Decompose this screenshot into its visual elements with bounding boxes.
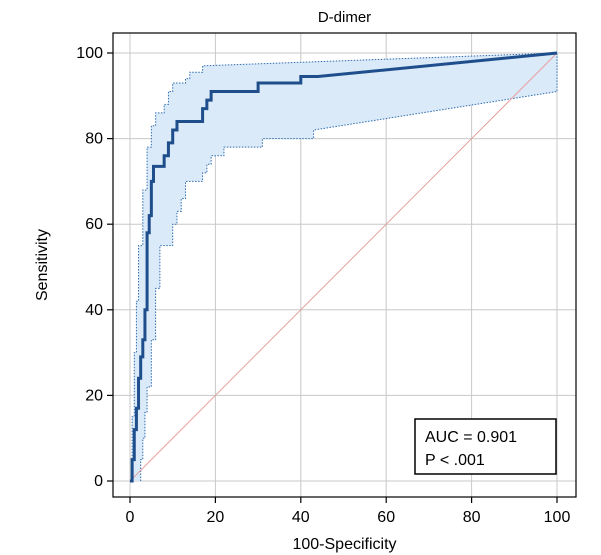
x-tick-label-100: 100 [544, 509, 571, 526]
x-axis-label: 100-Specificity [292, 536, 396, 553]
x-tick-label-40: 40 [292, 509, 310, 526]
auc-box-frame [414, 418, 557, 475]
p-value-text: P < .001 [425, 452, 485, 469]
x-tick-label-20: 20 [207, 509, 225, 526]
y-tick-label-60: 60 [85, 216, 103, 233]
y-tick-label-0: 0 [94, 473, 103, 490]
plot-frame [112, 32, 577, 498]
axis-ticks: 0 20 40 60 80 100 0 20 40 60 80 100 [76, 45, 570, 526]
auc-text: AUC = 0.901 [425, 429, 517, 446]
x-tick-label-80: 80 [463, 509, 481, 526]
y-tick-label-40: 40 [85, 302, 103, 319]
auc-annotation-box: AUC = 0.901 P < .001 [414, 418, 557, 475]
ci-upper-line [130, 52, 558, 482]
y-tick-label-80: 80 [85, 131, 103, 148]
y-tick-label-20: 20 [85, 387, 103, 404]
y-axis-label: Sensitivity [34, 229, 51, 301]
x-tick-label-60: 60 [377, 509, 395, 526]
chart-title: D-dimer [318, 9, 371, 26]
x-tick-label-0: 0 [126, 509, 135, 526]
y-tick-label-100: 100 [76, 45, 103, 62]
reference-diagonal [129, 52, 558, 482]
ci-lower-line [140, 53, 558, 481]
roc-curve [130, 51, 558, 483]
